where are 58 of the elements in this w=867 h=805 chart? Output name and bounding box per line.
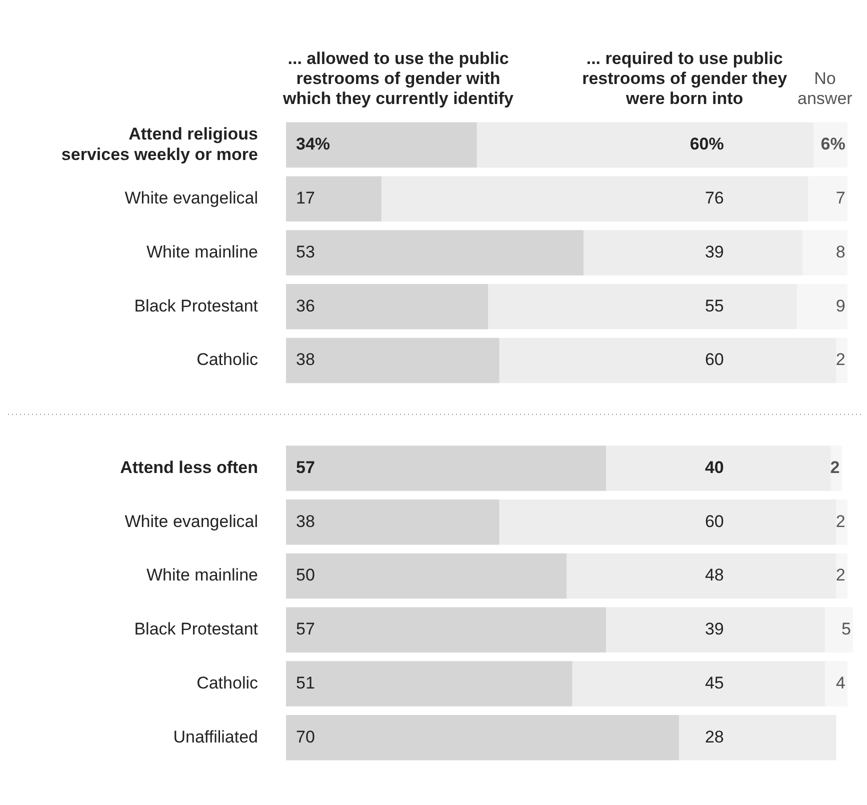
data-label: 39 [704,620,724,639]
data-label: 4 [836,673,846,692]
data-label: 39 [704,242,724,262]
data-label: 2 [836,566,846,585]
data-label: 6% [820,134,846,154]
data-label: 38 [296,512,315,531]
bar [286,553,567,599]
data-label: 2 [830,458,840,477]
data-label: 53 [296,242,315,262]
data-label: 28 [704,727,724,746]
data-label: 34% [296,134,330,154]
data-label: 2 [836,512,846,531]
y-tick-label: Attend religious services weekly or more [61,124,258,164]
data-label: 2 [836,350,846,370]
bar [286,446,606,491]
data-label: 70 [296,727,315,746]
y-tick-label: Catholic [182,673,258,692]
data-label: 55 [704,296,724,316]
bar [286,338,500,384]
series-label: ... required to use public restrooms of gender they were born into [582,49,788,108]
y-tick-label: Attend less often [120,458,258,477]
data-label: 7 [836,188,846,208]
bar [286,499,500,545]
y-tick-label: White evangelical [110,188,258,208]
bar [286,284,488,330]
bar [286,176,382,222]
data-label: 8 [836,242,846,262]
data-label: 40 [704,458,724,477]
bar [286,715,679,760]
bar [286,122,477,168]
y-tick-label: White mainline [132,242,258,262]
data-label: 57 [296,458,315,477]
data-label: 76 [704,188,724,208]
y-tick-label: Black Protestant [120,620,258,639]
data-label: 60% [690,134,724,154]
data-label: 17 [296,188,315,208]
y-tick-label: Unaffiliated [159,727,258,746]
bar [286,661,572,706]
y-tick-label: Catholic [182,350,258,370]
bar [286,607,606,653]
data-label: 45 [704,673,724,692]
data-label: 9 [836,296,846,316]
bar [286,230,584,276]
data-label: 38 [296,350,315,370]
data-label: 36 [296,296,315,316]
y-tick-label: White mainline [132,566,258,585]
data-label: 48 [704,566,724,585]
data-label: 60 [704,512,724,531]
data-label: 60 [704,350,724,370]
data-label: 57 [296,620,315,639]
data-label: 51 [296,673,315,692]
bar [678,715,836,760]
series-label: No answer [798,69,853,108]
y-tick-label: White evangelical [110,512,258,531]
y-tick-label: Black Protestant [120,296,258,316]
series-label: ... allowed to use the public restrooms of gender with which they currently identify [282,49,514,108]
data-label: 50 [296,566,315,585]
data-label: 5 [842,620,851,639]
